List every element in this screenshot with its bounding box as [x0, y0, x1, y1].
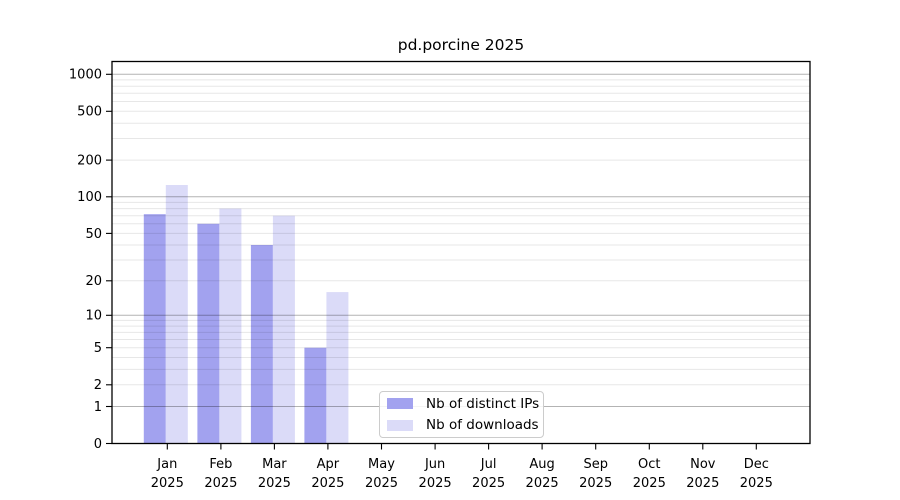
axes-frame-layer	[106, 60, 811, 450]
y-tick-label: 1000	[69, 68, 102, 83]
x-tick-year-mar: 2025	[258, 476, 291, 491]
y-tick-label: 100	[77, 190, 102, 205]
x-tick-label-jan: Jan	[156, 457, 177, 472]
legend-label-distinct-ips: Nb of distinct IPs	[426, 395, 540, 412]
x-tick-label-feb: Feb	[209, 457, 232, 472]
bar-nb-of-downloads-apr	[326, 292, 349, 444]
y-tick-label: 20	[85, 274, 102, 289]
x-tick-year-jan: 2025	[151, 476, 184, 491]
x-tick-label-dec: Dec	[744, 457, 769, 472]
x-tick-label-nov: Nov	[690, 457, 716, 472]
y-tick-label: 50	[85, 227, 102, 242]
y-tick-label: 500	[77, 105, 102, 120]
x-tick-label-sep: Sep	[583, 457, 608, 472]
grid-layer	[112, 73, 810, 407]
x-tick-year-feb: 2025	[204, 476, 237, 491]
x-tick-year-may: 2025	[365, 476, 398, 491]
x-tick-year-aug: 2025	[526, 476, 559, 491]
x-tick-label-jun: Jun	[424, 457, 445, 472]
bar-nb-of-distinct-ips-apr	[304, 347, 327, 444]
bar-nb-of-distinct-ips-jan	[143, 214, 166, 444]
y-tick-label: 1	[94, 400, 102, 415]
x-tick-year-apr: 2025	[311, 476, 344, 491]
x-tick-label-aug: Aug	[529, 457, 554, 472]
bar-nb-of-downloads-jan	[165, 185, 188, 444]
x-tick-year-oct: 2025	[633, 476, 666, 491]
x-tick-year-sep: 2025	[579, 476, 612, 491]
legend-item-distinct-ips: Nb of distinct IPs	[387, 394, 543, 414]
chart-title: pd.porcine 2025	[397, 36, 525, 54]
bar-nb-of-distinct-ips-mar	[250, 245, 273, 444]
y-tick-label: 2	[94, 378, 102, 393]
legend-swatch-distinct-ips	[387, 398, 413, 410]
legend-swatch-downloads	[387, 419, 413, 431]
x-tick-year-dec: 2025	[740, 476, 773, 491]
x-tick-label-mar: Mar	[262, 457, 287, 472]
x-tick-label-oct: Oct	[638, 457, 660, 472]
bar-nb-of-downloads-mar	[272, 215, 295, 444]
bar-nb-of-distinct-ips-feb	[197, 223, 220, 444]
x-tick-label-may: May	[368, 457, 395, 472]
x-tick-year-jul: 2025	[472, 476, 505, 491]
x-tick-year-nov: 2025	[686, 476, 719, 491]
y-tick-label: 5	[94, 341, 102, 356]
y-tick-label: 10	[85, 309, 102, 324]
axis-labels-layer: 0 1 2 5 10 20 50 100 200 500 1000 Jan 2025 Feb 2025 Mar…	[69, 68, 773, 491]
legend: Nb of distinct IPs Nb of downloads	[379, 391, 544, 438]
x-tick-label-jul: Jul	[480, 457, 497, 472]
legend-label-downloads: Nb of downloads	[426, 417, 539, 434]
plot-border	[111, 60, 811, 445]
y-tick-label: 200	[77, 154, 102, 169]
x-tick-label-apr: Apr	[317, 457, 340, 472]
x-tick-year-jun: 2025	[419, 476, 452, 491]
y-tick-label: 0	[94, 437, 102, 452]
legend-item-downloads: Nb of downloads	[387, 415, 543, 435]
